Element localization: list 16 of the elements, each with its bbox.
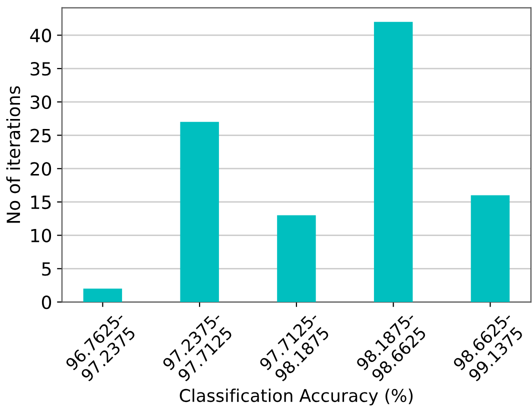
bar [470, 195, 510, 302]
y-tick-label: 30 [30, 95, 52, 110]
y-tick-label: 15 [31, 196, 51, 210]
y-tick-label: 25 [30, 128, 51, 142]
y-tick-label: 0 [42, 295, 52, 310]
y-tick-label: 40 [30, 28, 52, 42]
y-tick-label: 10 [31, 228, 52, 242]
y-tick-label: 20 [30, 162, 52, 176]
bar [277, 215, 316, 302]
y-tick-label: 35 [30, 62, 51, 76]
bar [180, 122, 219, 302]
bar [374, 22, 413, 302]
bar [83, 288, 122, 302]
x-axis-title: Classification Accuracy (%) [180, 388, 413, 406]
y-axis-title: No of iterations [6, 86, 20, 223]
y-tick-label: 5 [42, 262, 51, 276]
